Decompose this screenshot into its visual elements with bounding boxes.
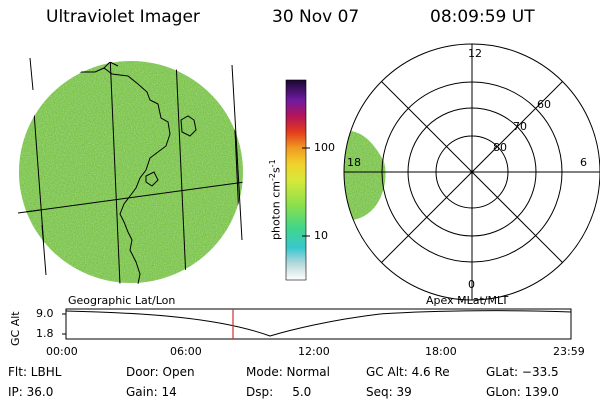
mlt-label-18: 18	[347, 156, 361, 169]
coastline	[103, 61, 119, 69]
timeline-ytick-9: 9.0	[36, 307, 54, 320]
timeline-xtick-1200: 12:00	[298, 345, 330, 358]
mlt-label-0: 0	[468, 278, 475, 291]
colorbar-tick-100: 100	[314, 141, 335, 154]
status-filter: Flt: LBHL	[8, 365, 62, 379]
timeline-right-title: Apex MLat/MLT	[426, 294, 509, 307]
uv-earth-image	[17, 57, 243, 284]
timeline-ytick-1-8: 1.8	[36, 327, 54, 340]
polar-plot	[343, 43, 600, 301]
timeline-xtick-1800: 18:00	[425, 345, 457, 358]
orbit-altitude-curve	[65, 310, 572, 337]
timeline-panel	[62, 308, 572, 340]
timeline-xtick-0600: 06:00	[170, 345, 202, 358]
status-dsp: Dsp: 5.0	[246, 385, 312, 399]
status-ip: IP: 36.0	[8, 385, 54, 399]
coastline	[72, 67, 171, 284]
time-label: 08:09:59 UT	[430, 7, 535, 27]
colorbar-tick-10: 10	[314, 229, 328, 242]
status-mode: Mode: Normal	[246, 365, 330, 379]
latitude-line	[19, 181, 243, 214]
date-label: 30 Nov 07	[272, 7, 360, 27]
longitude-line	[109, 60, 121, 284]
mlat-label-60: 60	[537, 98, 551, 111]
colorbar-unit-label: photon cm-2s-1	[268, 159, 283, 240]
status-glon: GLon: 139.0	[486, 385, 559, 399]
coastline-island	[180, 115, 197, 137]
mlt-label-12: 12	[468, 47, 482, 60]
instrument-title: Ultraviolet Imager	[46, 7, 200, 27]
mlat-label-70: 70	[513, 120, 527, 133]
status-gc-alt: GC Alt: 4.6 Re	[366, 365, 450, 379]
coastline-island	[145, 171, 159, 187]
status-seq: Seq: 39	[366, 385, 412, 399]
status-glat: GLat: −33.5	[486, 365, 559, 379]
timeline-xtick-2359: 23:59	[553, 345, 585, 358]
status-door: Door: Open	[126, 365, 195, 379]
timeline-left-title: Geographic Lat/Lon	[68, 294, 176, 307]
timeline-xtick-0000: 00:00	[46, 345, 78, 358]
timeline-ylabel: GC Alt	[9, 311, 22, 346]
mlat-label-80: 80	[493, 141, 507, 154]
longitude-line	[175, 60, 187, 281]
mlt-label-6: 6	[580, 156, 587, 169]
colorbar	[285, 79, 310, 281]
status-gain: Gain: 14	[126, 385, 177, 399]
